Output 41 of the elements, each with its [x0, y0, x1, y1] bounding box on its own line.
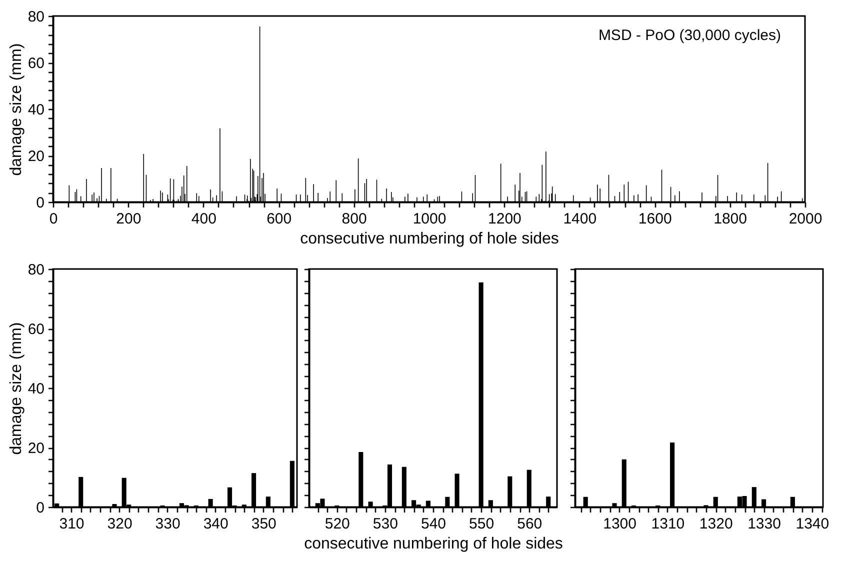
x-tick-label: 200 [116, 210, 142, 228]
x-tick-label: 0 [49, 210, 58, 228]
x-tick-label: 1340 [796, 516, 830, 532]
y-tick-label: 80 [28, 8, 44, 26]
x-tick-label: 400 [191, 210, 216, 228]
x-tick-label: 1000 [412, 210, 446, 228]
x-axis-title: consecutive numbering of hole sides [304, 536, 563, 552]
y-tick-label: 20 [28, 440, 44, 457]
x-tick-label: 1800 [714, 210, 747, 228]
y-tick-label: 40 [28, 380, 44, 398]
x-tick-label: 1300 [603, 516, 636, 532]
x-tick-label: 1330 [748, 516, 781, 532]
x-tick-label: 800 [342, 210, 367, 228]
x-tick-label: 1200 [488, 210, 522, 228]
x-tick-label: 540 [420, 516, 446, 532]
x-tick-label: 350 [251, 516, 276, 532]
x-tick-label: 330 [155, 516, 180, 532]
annotation: MSD - PoO (30,000 cycles) [598, 27, 781, 44]
y-tick-label: 0 [36, 500, 44, 516]
y-axis-title: damage size (mm) [8, 322, 25, 455]
x-tick-label: 550 [469, 516, 494, 532]
x-tick-label: 530 [372, 516, 398, 532]
y-axis-title: damage size (mm) [8, 43, 25, 176]
x-axis-title: consecutive numbering of hole sides [300, 230, 559, 248]
y-tick-label: 60 [28, 321, 44, 338]
x-tick-label: 1600 [638, 210, 672, 228]
x-tick-label: 560 [517, 516, 542, 532]
x-tick-label: 1400 [563, 210, 597, 228]
y-tick-label: 40 [28, 102, 44, 118]
y-tick-label: 0 [36, 194, 44, 212]
y-tick-label: 20 [28, 148, 44, 165]
y-tick-label: 80 [28, 262, 44, 278]
y-tick-label: 60 [28, 55, 44, 72]
x-tick-label: 340 [203, 516, 228, 532]
x-tick-label: 600 [266, 210, 292, 228]
x-tick-label: 310 [59, 516, 84, 532]
x-tick-label: 1310 [651, 516, 685, 532]
x-tick-label: 1320 [699, 516, 733, 532]
x-tick-label: 320 [107, 516, 132, 532]
x-tick-label: 520 [324, 516, 350, 532]
x-tick-label: 2000 [788, 210, 822, 228]
